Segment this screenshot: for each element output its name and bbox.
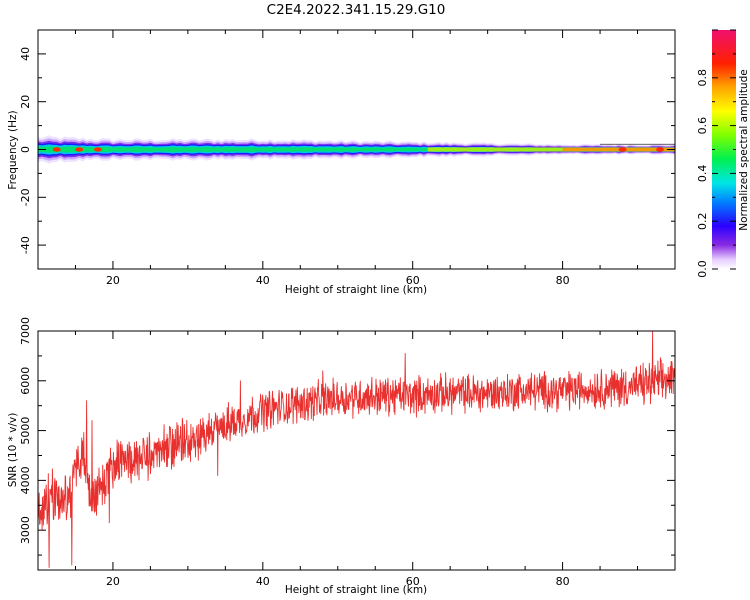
x-tick-label: 20: [106, 274, 120, 287]
snr-frame: [37, 330, 676, 571]
x-tick-label: 40: [256, 274, 270, 287]
x-tick-label: 40: [256, 575, 270, 588]
x-tick-label: 80: [556, 274, 570, 287]
spectrogram-ticks: 20 40 60 80 40 20 0 -20 -40: [19, 29, 676, 287]
x-tick-label: 20: [106, 575, 120, 588]
colorbar-ticks: 0.0 0.2 0.4 0.6 0.8: [696, 29, 736, 278]
spectrogram-panel: 20 40 60 80 40 20 0 -20 -40 Height of straight l…: [7, 29, 676, 296]
spectrogram-hotspot: [656, 147, 665, 152]
colorbar: 0.0 0.2 0.4 0.6 0.8 Normalized spectral ampl…: [696, 29, 750, 278]
colorbar-label: Normalized spectral amplitude: [738, 69, 750, 230]
spectrogram-hotspot: [52, 147, 61, 152]
colorbar-tick-label: 0.4: [696, 165, 709, 183]
spectrogram-ylabel: Frequency (Hz): [7, 110, 19, 189]
y-tick-label: 20: [19, 95, 32, 109]
y-tick-label: -40: [19, 236, 32, 254]
x-tick-label: 60: [406, 575, 420, 588]
spectrogram-hotspot: [93, 147, 102, 152]
colorbar-tick-label: 0.2: [696, 212, 709, 230]
spectrogram-contour-5: [38, 146, 675, 153]
y-tick-label: 0: [19, 146, 32, 153]
y-tick-label: 40: [19, 47, 32, 61]
y-tick-label: 3000: [19, 516, 32, 544]
colorbar-gradient: [712, 30, 736, 269]
y-tick-label: 6000: [19, 367, 32, 395]
spectrogram-core: [427, 147, 675, 152]
colorbar-tick-label: 0.6: [696, 117, 709, 135]
colorbar-tick-label: 0.0: [696, 260, 709, 278]
y-tick-label: 5000: [19, 417, 32, 445]
colorbar-tick-label: 0.8: [696, 69, 709, 87]
snr-ylabel: SNR (10 * v/v): [7, 413, 19, 488]
spectrogram-hotspot: [75, 147, 84, 152]
y-tick-label: 7000: [19, 317, 32, 345]
y-tick-label: -20: [19, 188, 32, 206]
snr-xlabel: Height of straight line (km): [285, 584, 427, 596]
y-tick-label: 4000: [19, 466, 32, 494]
snr-panel: 20 40 60 80 3000 4000 5000 6000 7000 Height of s…: [7, 317, 676, 596]
x-tick-label: 80: [556, 575, 570, 588]
snr-series-line: [38, 331, 675, 568]
figure-title: C2E4.2022.341.15.29.G10: [267, 2, 446, 18]
spectrogram-hotspot: [618, 147, 627, 152]
spectrogram-band: [38, 135, 675, 164]
x-tick-label: 60: [406, 274, 420, 287]
snr-ticks: 20 40 60 80 3000 4000 5000 6000 7000: [19, 317, 676, 588]
spectrogram-xlabel: Height of straight line (km): [285, 284, 427, 296]
